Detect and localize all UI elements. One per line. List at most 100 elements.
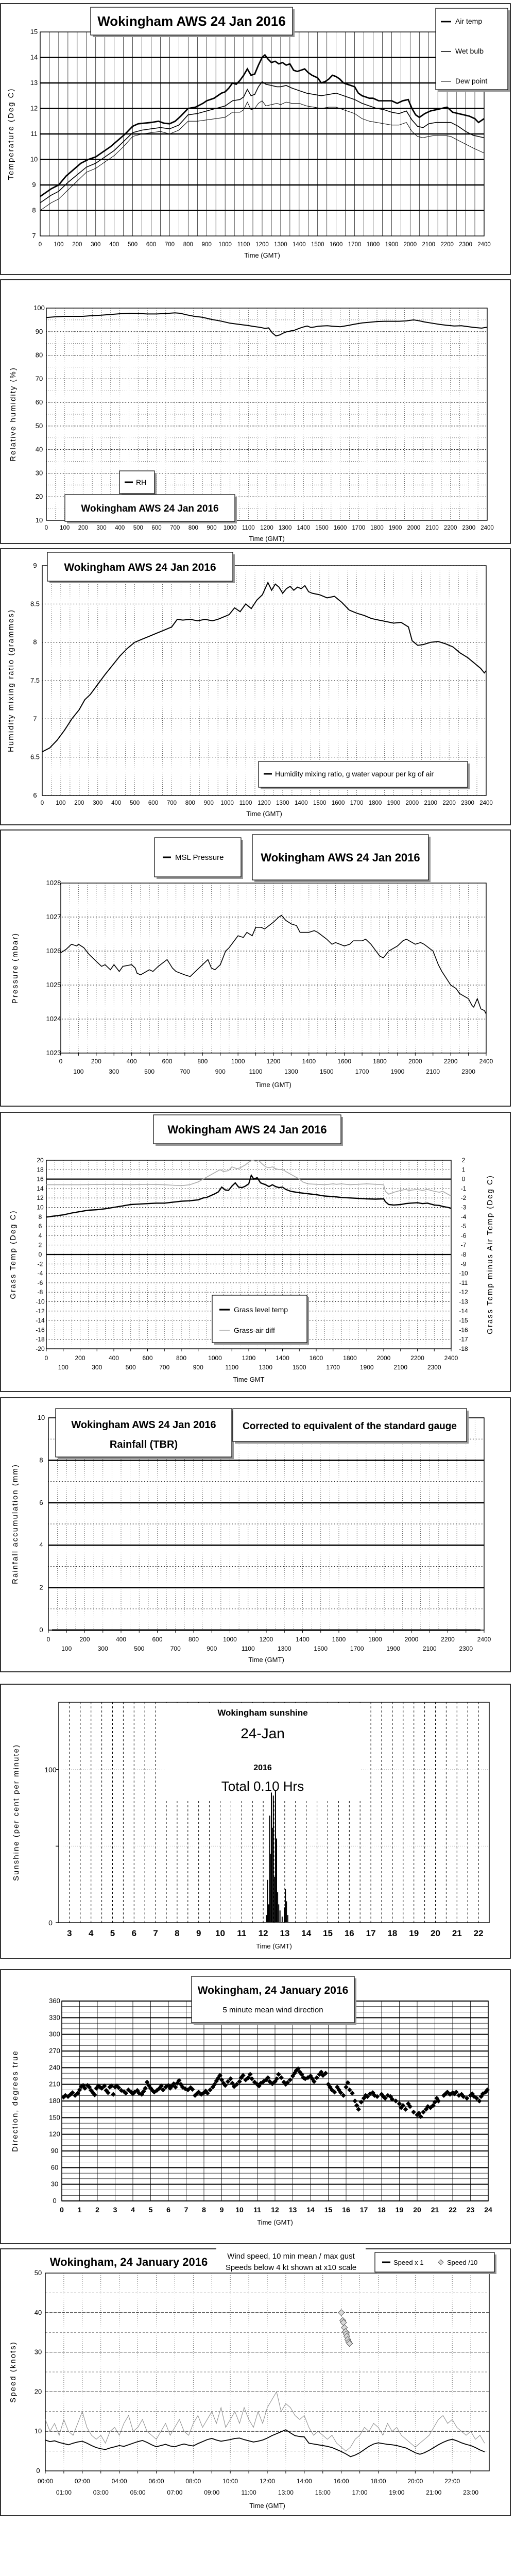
x-tick-label: 8 <box>202 2206 206 2214</box>
data-point-diamond <box>312 2079 317 2084</box>
data-point-diamond <box>418 2114 423 2119</box>
x-tick-label: 0 <box>60 2206 64 2214</box>
data-point-diamond <box>231 2084 237 2089</box>
box <box>232 1408 467 1442</box>
x-tick-label: 100 <box>58 1364 68 1371</box>
data-point-diamond <box>144 2079 150 2085</box>
x-tick-label: 0 <box>59 1058 63 1065</box>
data-point-diamond <box>425 2104 431 2109</box>
data-point-diamond <box>444 2089 450 2095</box>
box <box>191 1976 355 2023</box>
legend-item: Grass-air diff <box>234 1326 275 1334</box>
y-tick-label: 14 <box>30 54 38 61</box>
data-point-diamond <box>217 2073 222 2078</box>
y-tick-label: 6.5 <box>30 753 40 761</box>
y-tick-label: -12 <box>36 1308 45 1315</box>
data-point-diamond <box>222 2083 228 2088</box>
x-tick-label: 18:00 <box>370 2478 386 2485</box>
y-tick-label: 16 <box>37 1176 44 1183</box>
chart-canvas: 0246810010020030040050060070080090010001… <box>0 1397 511 1672</box>
y2-tick-label: -18 <box>459 1345 468 1352</box>
x-tick-label: 1200 <box>258 800 271 806</box>
y-tick-label: 0 <box>53 2197 56 2205</box>
y2-tick-label: -7 <box>461 1242 467 1249</box>
x-tick-label: 04:00 <box>112 2478 127 2485</box>
x-tick-label: 1100 <box>239 800 252 806</box>
data-point-diamond <box>243 2077 248 2082</box>
y-tick-label: 8 <box>39 1456 43 1464</box>
x-tick-label: 700 <box>165 242 175 248</box>
x-tick-label: 1500 <box>315 525 329 531</box>
x-tick-label: 1500 <box>313 800 327 806</box>
y-tick-label: 20 <box>37 1157 44 1164</box>
x-tick-label: 2200 <box>441 1636 455 1643</box>
chart-note: Corrected to equivalent of the standard … <box>243 1421 457 1432</box>
y-axis-label: Humidity mixing ratio (grammes) <box>7 609 15 752</box>
x-tick-label: 200 <box>75 1354 85 1362</box>
data-point-diamond <box>265 2075 270 2080</box>
x-tick-label: 10 <box>235 2206 244 2214</box>
x-tick-label: 21 <box>431 2206 439 2214</box>
x-tick-label: 800 <box>185 800 195 806</box>
y2-tick-label: -2 <box>461 1194 467 1201</box>
x-tick-label: 200 <box>74 800 84 806</box>
x-tick-label: 1700 <box>352 525 366 531</box>
legend-item: Speed /10 <box>447 2259 477 2266</box>
data-point-diamond <box>246 2075 251 2080</box>
data-point-diamond <box>208 2087 213 2093</box>
y-tick-label: 90 <box>36 328 43 335</box>
x-tick-label: 19:00 <box>389 2489 404 2496</box>
x-tick-label: 2000 <box>406 800 419 806</box>
data-point-diamond <box>436 2098 441 2104</box>
data-point-diamond <box>464 2095 470 2101</box>
data-point-diamond <box>400 2103 406 2108</box>
x-tick-label: 300 <box>91 242 100 248</box>
x-tick-label: 01:00 <box>56 2489 72 2496</box>
x-tick-label: 2300 <box>461 800 474 806</box>
x-tick-label: 11:00 <box>242 2489 256 2496</box>
chart-subtitle: Rainfall (TBR) <box>110 1439 178 1450</box>
chart-title: Wokingham AWS 24 Jan 2016 <box>97 13 286 29</box>
x-tick-label: 800 <box>176 1354 186 1362</box>
data-point-diamond <box>65 2094 71 2099</box>
y-tick-label: 0 <box>39 1626 43 1634</box>
x-tick-label: 500 <box>126 1364 136 1371</box>
data-point-diamond <box>344 2084 349 2090</box>
x-tick-label: 1300 <box>278 1645 291 1652</box>
x-tick-label: 2200 <box>410 1354 424 1362</box>
x-tick-label: 13 <box>280 1928 289 1938</box>
box <box>55 1408 232 1458</box>
series-grass-air-diff <box>46 1160 452 1197</box>
y2-tick-label: -9 <box>461 1260 467 1267</box>
y2-tick-label: -11 <box>459 1279 468 1286</box>
y2-tick-label: -10 <box>459 1270 468 1277</box>
data-point-diamond <box>432 2099 438 2105</box>
x-tick-label: 13 <box>289 2206 297 2214</box>
series-msl-pressure <box>60 914 487 1014</box>
x-tick-label: 2200 <box>444 525 457 531</box>
x-tick-label: 3 <box>113 2206 117 2214</box>
data-point-diamond <box>352 2098 358 2104</box>
legend-item: Speed x 1 <box>393 2259 424 2266</box>
data-point-diamond <box>338 2090 344 2095</box>
y-tick-label: 7 <box>33 715 37 722</box>
data-point-diamond <box>438 2259 444 2265</box>
x-tick-label: 2100 <box>426 1068 440 1075</box>
y-axis-label: Temperature (Deg C) <box>7 88 15 180</box>
x-tick-label: 300 <box>98 1645 108 1652</box>
data-point-diamond <box>428 2105 433 2110</box>
y-tick-label: 120 <box>49 2130 60 2138</box>
data-point-diamond <box>279 2075 284 2080</box>
x-tick-label: 1500 <box>320 1068 334 1075</box>
y-tick-label: 50 <box>36 422 43 430</box>
x-tick-label: 1300 <box>274 242 287 248</box>
y-axis-label: Sunshine (per cent per minute) <box>12 1744 21 1881</box>
chart-note-2: Speeds below 4 kt shown at x10 scale <box>226 2263 356 2272</box>
data-point-diamond <box>230 2080 235 2086</box>
y-tick-label: 4 <box>39 1541 43 1549</box>
x-tick-label: 19 <box>409 1928 419 1938</box>
x-tick-label: 9 <box>196 1928 201 1938</box>
y2-tick-label: -13 <box>459 1298 468 1306</box>
data-point-diamond <box>92 2092 97 2097</box>
x-tick-label: 1000 <box>220 800 234 806</box>
